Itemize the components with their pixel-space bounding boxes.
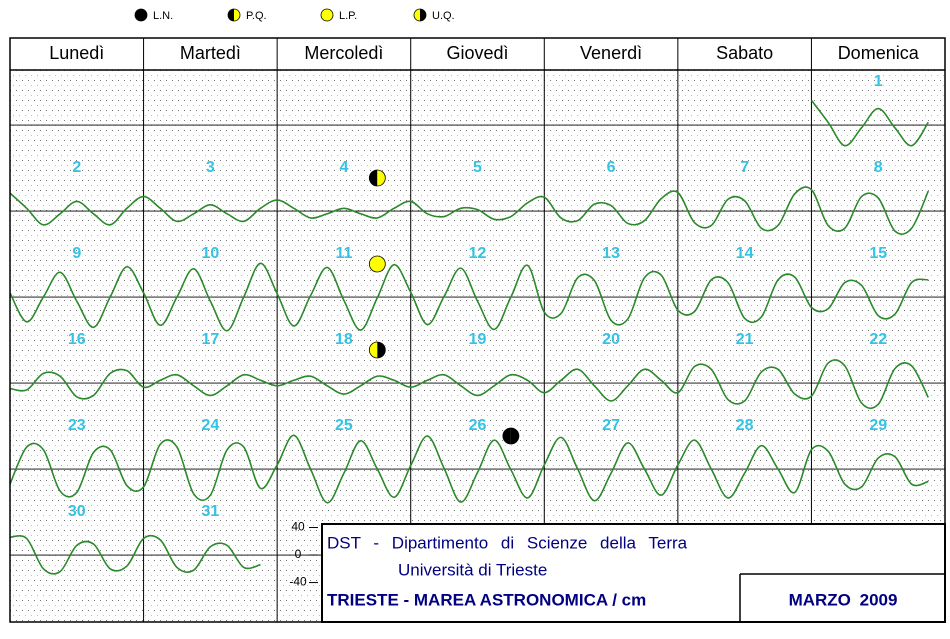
scale-label: -40 — [289, 575, 307, 589]
day-number: 30 — [68, 503, 86, 520]
moon-left — [369, 170, 378, 186]
moon-phase — [368, 341, 386, 359]
frame — [9, 37, 946, 623]
day-number: 5 — [473, 159, 482, 176]
moon-outline — [368, 169, 386, 187]
university: Università di Trieste — [398, 560, 547, 579]
day-number: 28 — [736, 417, 754, 434]
moon-outline — [368, 341, 386, 359]
legend-label: L.P. — [339, 10, 357, 22]
day-number: 11 — [335, 245, 352, 262]
day-number: 20 — [602, 331, 620, 348]
moon-phase — [502, 427, 520, 445]
grid — [10, 38, 945, 622]
day-number: 3 — [206, 159, 215, 176]
day-number: 8 — [874, 159, 883, 176]
moon-left — [369, 342, 378, 358]
tide-line — [9, 186, 930, 235]
moon-right — [327, 9, 333, 21]
day-number: 13 — [602, 245, 620, 262]
legend-icon — [227, 8, 241, 22]
weekday-label: Mercoledì — [304, 43, 383, 63]
day-number: 15 — [869, 245, 887, 262]
day-number: 4 — [339, 159, 348, 176]
legend-label: P.Q. — [246, 10, 267, 22]
moon-left — [502, 428, 511, 444]
tide-line — [9, 534, 261, 575]
day-number: 14 — [736, 245, 754, 262]
day-number: 29 — [869, 417, 887, 434]
moon-outline — [227, 8, 241, 22]
day-number: 31 — [201, 503, 219, 520]
day-number: 9 — [72, 245, 81, 262]
moon-right — [234, 9, 240, 21]
weekday-label: Domenica — [838, 43, 920, 63]
moon-outline — [502, 427, 520, 445]
day-number: 27 — [602, 417, 620, 434]
day-number: 22 — [869, 331, 887, 348]
moon-outline — [413, 8, 427, 22]
moon-right — [377, 342, 386, 358]
moon-left — [321, 9, 327, 21]
moon-outline — [368, 255, 386, 273]
moon-phase — [368, 169, 386, 187]
moon-left — [414, 9, 420, 21]
moon-outline — [320, 8, 334, 22]
labels: Lunedì Martedì Mercoledì Giovedì Venerdì Saba… — [49, 8, 920, 589]
moon-right — [420, 9, 426, 21]
day-number: 16 — [68, 331, 86, 348]
weekday-label: Sabato — [716, 43, 773, 63]
moon-left — [228, 9, 234, 21]
moon-outline — [134, 8, 148, 22]
scale-label: 0 — [295, 547, 302, 561]
weekday-label: Venerdì — [580, 43, 642, 63]
day-number: 2 — [72, 159, 81, 176]
weekday-label: Martedì — [180, 43, 241, 63]
moon-right — [141, 9, 147, 21]
moon-phase — [368, 255, 386, 273]
day-number: 1 — [874, 73, 883, 90]
moon-right — [377, 170, 386, 186]
day-number: 21 — [736, 331, 754, 348]
legend-label: U.Q. — [432, 10, 455, 22]
day-number: 18 — [335, 331, 353, 348]
moon-right — [510, 428, 519, 444]
tide-curves — [9, 99, 930, 575]
day-number: 25 — [335, 417, 353, 434]
legend-icon — [134, 8, 148, 22]
moon-left — [135, 9, 141, 21]
day-number: 19 — [469, 331, 487, 348]
day-number: 24 — [201, 417, 219, 434]
day-number: 7 — [740, 159, 749, 176]
moon-left — [369, 256, 378, 272]
tide-line — [9, 262, 929, 332]
tide-line — [9, 434, 929, 504]
tide-line — [9, 359, 930, 410]
scale-label: 40 — [291, 520, 305, 534]
day-number: 17 — [201, 331, 219, 348]
legend-label: L.N. — [153, 10, 173, 22]
legend-icon — [413, 8, 427, 22]
chart-title: TRIESTE - MAREA ASTRONOMICA / cm — [327, 590, 646, 609]
weekday-label: Giovedì — [446, 43, 508, 63]
info-box — [321, 523, 946, 623]
weekday-label: Lunedì — [49, 43, 104, 63]
day-number: 23 — [68, 417, 86, 434]
month-label: MARZO 2009 — [789, 590, 898, 609]
tide-line — [810, 99, 929, 147]
day-number: 10 — [201, 245, 219, 262]
day-number: 26 — [469, 417, 487, 434]
day-number: 12 — [469, 245, 487, 262]
moon-right — [377, 256, 386, 272]
legend-icon — [320, 8, 334, 22]
institute: DST - Dipartimento di Scienze della Terr… — [327, 533, 688, 552]
day-number: 6 — [607, 159, 616, 176]
